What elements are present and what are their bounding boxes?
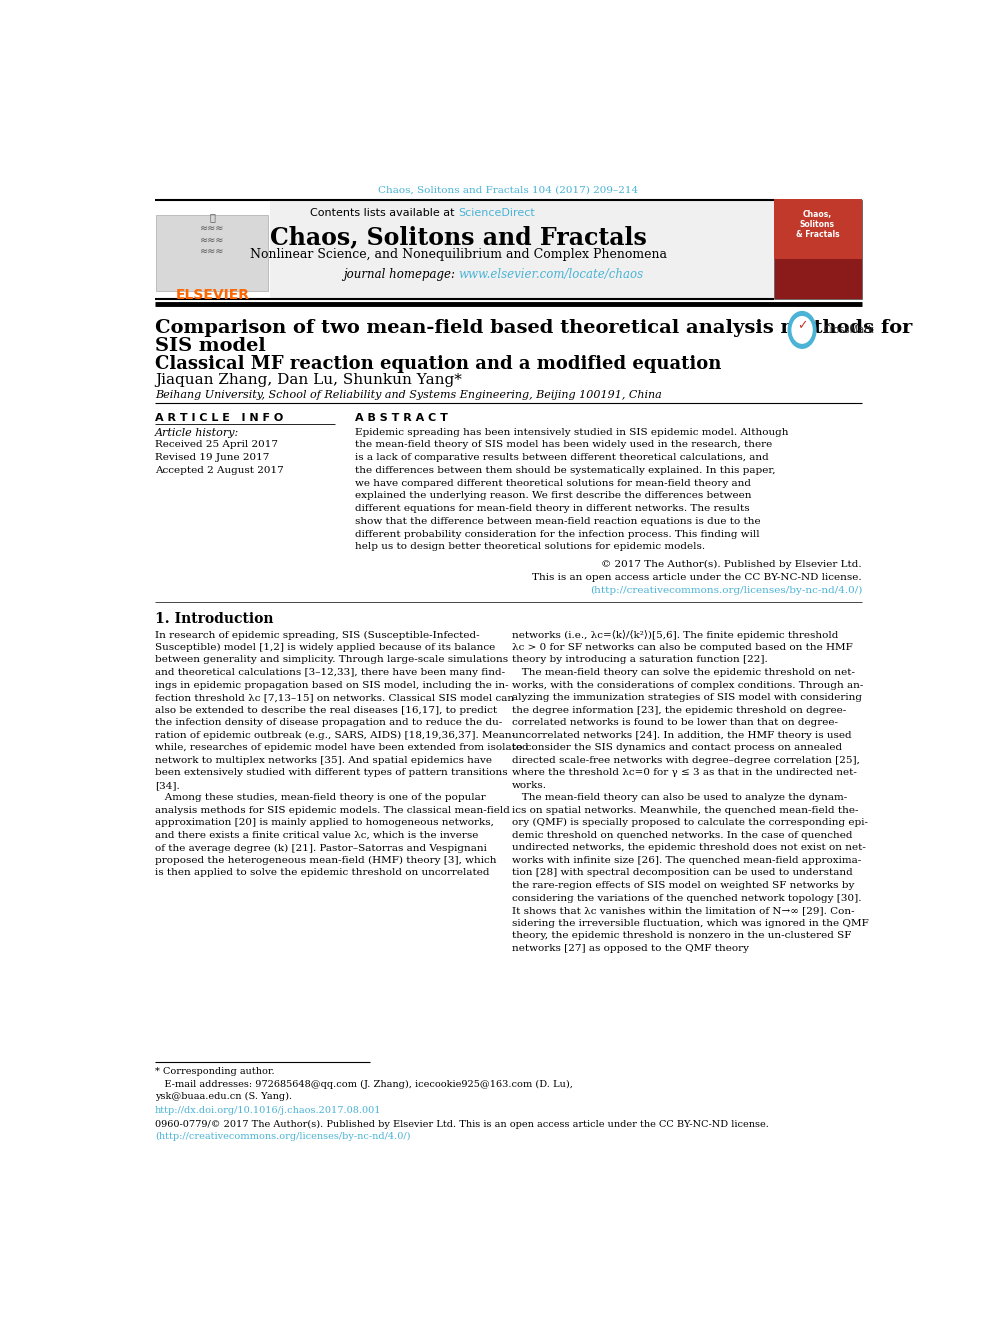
Text: the differences between them should be systematically explained. In this paper,: the differences between them should be s… [355, 466, 775, 475]
Text: 0960-0779/© 2017 The Author(s). Published by Elsevier Ltd. This is an open acces: 0960-0779/© 2017 The Author(s). Publishe… [155, 1119, 769, 1129]
Text: demic threshold on quenched networks. In the case of quenched: demic threshold on quenched networks. In… [512, 831, 853, 840]
Text: Susceptible) model [1,2] is widely applied because of its balance: Susceptible) model [1,2] is widely appli… [155, 643, 495, 652]
Text: [34].: [34]. [155, 781, 180, 790]
Text: (http://creativecommons.org/licenses/by-nc-nd/4.0/): (http://creativecommons.org/licenses/by-… [589, 586, 862, 595]
Text: http://dx.doi.org/10.1016/j.chaos.2017.08.001: http://dx.doi.org/10.1016/j.chaos.2017.0… [155, 1106, 381, 1115]
Text: In research of epidemic spreading, SIS (Susceptible-Infected-: In research of epidemic spreading, SIS (… [155, 631, 479, 639]
Text: ✓: ✓ [797, 319, 807, 332]
Text: Chaos, Solitons and Fractals: Chaos, Solitons and Fractals [270, 225, 647, 249]
Text: The mean-field theory can solve the epidemic threshold on net-: The mean-field theory can solve the epid… [512, 668, 855, 677]
Text: 1. Introduction: 1. Introduction [155, 613, 273, 626]
Text: www.elsevier.com/locate/chaos: www.elsevier.com/locate/chaos [458, 267, 644, 280]
Text: CrossMark: CrossMark [823, 325, 874, 335]
Circle shape [789, 311, 815, 348]
Text: and theoretical calculations [3–12,33], there have been many find-: and theoretical calculations [3–12,33], … [155, 668, 505, 677]
Text: A B S T R A C T: A B S T R A C T [355, 413, 447, 423]
Text: fection threshold λc [7,13–15] on networks. Classical SIS model can: fection threshold λc [7,13–15] on networ… [155, 693, 514, 703]
Text: λc > 0 for SF networks can also be computed based on the HMF: λc > 0 for SF networks can also be compu… [512, 643, 853, 652]
Text: It shows that λc vanishes within the limitation of N→∞ [29]. Con-: It shows that λc vanishes within the lim… [512, 906, 855, 916]
Text: analysis methods for SIS epidemic models. The classical mean-field: analysis methods for SIS epidemic models… [155, 806, 510, 815]
Text: also be extended to describe the real diseases [16,17], to predict: also be extended to describe the real di… [155, 705, 497, 714]
Text: * Corresponding author.: * Corresponding author. [155, 1068, 275, 1077]
Text: show that the difference between mean-field reaction equations is due to the: show that the difference between mean-fi… [355, 517, 760, 525]
Text: network to multiplex networks [35]. And spatial epidemics have: network to multiplex networks [35]. And … [155, 755, 492, 765]
Text: been extensively studied with different types of pattern transitions: been extensively studied with different … [155, 769, 507, 777]
Text: Nonlinear Science, and Nonequilibrium and Complex Phenomena: Nonlinear Science, and Nonequilibrium an… [250, 249, 667, 262]
Text: and there exists a finite critical value λc, which is the inverse: and there exists a finite critical value… [155, 831, 478, 840]
Text: Beihang University, School of Reliability and Systems Engineering, Beijing 10019: Beihang University, School of Reliabilit… [155, 390, 662, 400]
Text: Among these studies, mean-field theory is one of the popular: Among these studies, mean-field theory i… [155, 794, 485, 802]
Text: works.: works. [512, 781, 548, 790]
Text: alyzing the immunization strategies of SIS model with considering: alyzing the immunization strategies of S… [512, 693, 862, 703]
Text: Epidemic spreading has been intensively studied in SIS epidemic model. Although: Epidemic spreading has been intensively … [355, 427, 788, 437]
Text: directed scale-free networks with degree–degree correlation [25],: directed scale-free networks with degree… [512, 755, 860, 765]
Text: we have compared different theoretical solutions for mean-field theory and: we have compared different theoretical s… [355, 479, 751, 488]
Text: while, researches of epidemic model have been extended from isolated: while, researches of epidemic model have… [155, 744, 529, 753]
Text: Chaos, Solitons and Fractals 104 (2017) 209–214: Chaos, Solitons and Fractals 104 (2017) … [378, 185, 639, 194]
Text: A R T I C L E   I N F O: A R T I C L E I N F O [155, 413, 283, 423]
Text: ics on spatial networks. Meanwhile, the quenched mean-field the-: ics on spatial networks. Meanwhile, the … [512, 806, 859, 815]
Text: to consider the SIS dynamics and contact process on annealed: to consider the SIS dynamics and contact… [512, 744, 842, 753]
Text: undirected networks, the epidemic threshold does not exist on net-: undirected networks, the epidemic thresh… [512, 844, 866, 852]
Text: works, with the considerations of complex conditions. Through an-: works, with the considerations of comple… [512, 680, 864, 689]
Text: help us to design better theoretical solutions for epidemic models.: help us to design better theoretical sol… [355, 542, 704, 552]
Text: ELSEVIER: ELSEVIER [176, 288, 249, 302]
Text: the mean-field theory of SIS model has been widely used in the research, there: the mean-field theory of SIS model has b… [355, 441, 772, 450]
Text: is a lack of comparative results between different theoretical calculations, and: is a lack of comparative results between… [355, 454, 769, 462]
Text: Article history:: Article history: [155, 427, 239, 438]
Text: works with infinite size [26]. The quenched mean-field approxima-: works with infinite size [26]. The quenc… [512, 856, 861, 865]
Text: explained the underlying reason. We first describe the differences between: explained the underlying reason. We firs… [355, 491, 751, 500]
Text: of the average degree (k) [21]. Pastor–Satorras and Vespignani: of the average degree (k) [21]. Pastor–S… [155, 844, 487, 852]
Text: is then applied to solve the epidemic threshold on uncorrelated: is then applied to solve the epidemic th… [155, 868, 489, 877]
Text: (http://creativecommons.org/licenses/by-nc-nd/4.0/): (http://creativecommons.org/licenses/by-… [155, 1131, 411, 1140]
Bar [157, 214, 268, 291]
Text: different probability consideration for the infection process. This finding will: different probability consideration for … [355, 529, 759, 538]
Text: ings in epidemic propagation based on SIS model, including the in-: ings in epidemic propagation based on SI… [155, 680, 508, 689]
Text: proposed the heterogeneous mean-field (HMF) theory [3], which: proposed the heterogeneous mean-field (H… [155, 856, 496, 865]
Text: ysk@buaa.edu.cn (S. Yang).: ysk@buaa.edu.cn (S. Yang). [155, 1091, 292, 1101]
Circle shape [792, 316, 812, 343]
Text: 🌲
≈≈≈
≈≈≈
≈≈≈: 🌲 ≈≈≈ ≈≈≈ ≈≈≈ [200, 212, 224, 257]
Text: approximation [20] is mainly applied to homogeneous networks,: approximation [20] is mainly applied to … [155, 819, 494, 827]
Text: sidering the irreversible fluctuation, which was ignored in the QMF: sidering the irreversible fluctuation, w… [512, 918, 869, 927]
Bar [774, 200, 862, 299]
Text: Jiaquan Zhang, Dan Lu, Shunkun Yang*: Jiaquan Zhang, Dan Lu, Shunkun Yang* [155, 373, 461, 386]
Text: E-mail addresses: 972685648@qq.com (J. Zhang), icecookie925@163.com (D. Lu),: E-mail addresses: 972685648@qq.com (J. Z… [155, 1080, 572, 1089]
Text: the rare-region effects of SIS model on weighted SF networks by: the rare-region effects of SIS model on … [512, 881, 855, 890]
Text: The mean-field theory can also be used to analyze the dynam-: The mean-field theory can also be used t… [512, 794, 847, 802]
Text: ScienceDirect: ScienceDirect [458, 208, 535, 218]
Text: networks (i.e., λc=⟨k⟩/⟨k²⟩)[5,6]. The finite epidemic threshold: networks (i.e., λc=⟨k⟩/⟨k²⟩)[5,6]. The f… [512, 631, 838, 640]
Text: ration of epidemic outbreak (e.g., SARS, AIDS) [18,19,36,37]. Mean-: ration of epidemic outbreak (e.g., SARS,… [155, 730, 515, 740]
Text: Classical MF reaction equation and a modified equation: Classical MF reaction equation and a mod… [155, 356, 721, 373]
Text: SIS model: SIS model [155, 337, 266, 355]
Text: the degree information [23], the epidemic threshold on degree-: the degree information [23], the epidemi… [512, 705, 846, 714]
Bar [155, 200, 270, 299]
Text: where the threshold λc=0 for γ ≤ 3 as that in the undirected net-: where the threshold λc=0 for γ ≤ 3 as th… [512, 769, 857, 777]
Text: This is an open access article under the CC BY-NC-ND license.: This is an open access article under the… [533, 573, 862, 582]
Text: Comparison of two mean-field based theoretical analysis methods for: Comparison of two mean-field based theor… [155, 319, 912, 336]
Text: ory (QMF) is specially proposed to calculate the corresponding epi-: ory (QMF) is specially proposed to calcu… [512, 819, 868, 827]
Text: Chaos,
Solitons
& Fractals: Chaos, Solitons & Fractals [796, 209, 839, 239]
Bar [774, 198, 862, 258]
Bar [270, 200, 774, 299]
Text: tion [28] with spectral decomposition can be used to understand: tion [28] with spectral decomposition ca… [512, 868, 853, 877]
Text: Received 25 April 2017: Received 25 April 2017 [155, 441, 278, 448]
Text: networks [27] as opposed to the QMF theory: networks [27] as opposed to the QMF theo… [512, 943, 749, 953]
Text: considering the variations of the quenched network topology [30].: considering the variations of the quench… [512, 893, 862, 902]
Text: the infection density of disease propagation and to reduce the du-: the infection density of disease propaga… [155, 718, 502, 728]
Text: uncorrelated networks [24]. In addition, the HMF theory is used: uncorrelated networks [24]. In addition,… [512, 730, 852, 740]
Text: theory, the epidemic threshold is nonzero in the un-clustered SF: theory, the epidemic threshold is nonzer… [512, 931, 851, 941]
Text: between generality and simplicity. Through large-scale simulations: between generality and simplicity. Throu… [155, 655, 508, 664]
Text: Contents lists available at: Contents lists available at [310, 208, 458, 218]
Text: different equations for mean-field theory in different networks. The results: different equations for mean-field theor… [355, 504, 749, 513]
Text: Accepted 2 August 2017: Accepted 2 August 2017 [155, 467, 284, 475]
Text: journal homepage:: journal homepage: [342, 267, 458, 280]
Text: Revised 19 June 2017: Revised 19 June 2017 [155, 454, 269, 462]
Text: © 2017 The Author(s). Published by Elsevier Ltd.: © 2017 The Author(s). Published by Elsev… [601, 560, 862, 569]
Text: correlated networks is found to be lower than that on degree-: correlated networks is found to be lower… [512, 718, 838, 728]
Text: theory by introducing a saturation function [22].: theory by introducing a saturation funct… [512, 655, 768, 664]
